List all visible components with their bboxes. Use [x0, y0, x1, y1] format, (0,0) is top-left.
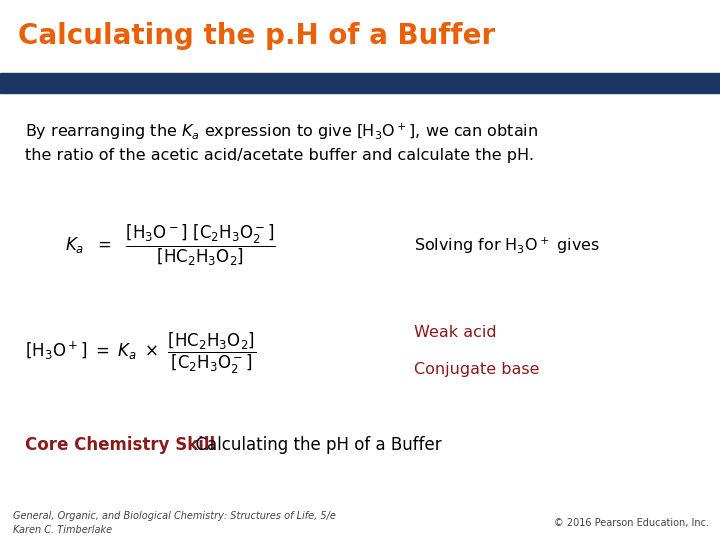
Text: $[\mathrm{H_3O^+}]\ =\ K_a\ \times\ \dfrac{[\mathrm{HC_2H_3O_2}]}{[\mathrm{C_2H_: $[\mathrm{H_3O^+}]\ =\ K_a\ \times\ \dfr… [25, 331, 256, 376]
Text: Calculating the p.H of a Buffer: Calculating the p.H of a Buffer [18, 23, 495, 50]
Text: Conjugate base: Conjugate base [414, 362, 539, 377]
Text: Core Chemistry Skill: Core Chemistry Skill [25, 436, 215, 455]
Text: © 2016 Pearson Education, Inc.: © 2016 Pearson Education, Inc. [554, 518, 709, 528]
Text: $K_a\ \ =\ \ \dfrac{[\mathrm{H_3O^-}]\ [\mathrm{C_2H_3O_2^-}]}{[\mathrm{HC_2H_3O: $K_a\ \ =\ \ \dfrac{[\mathrm{H_3O^-}]\ [… [65, 223, 276, 268]
Text: By rearranging the $K_a$ expression to give [H$_3$O$^+$], we can obtain
the rati: By rearranging the $K_a$ expression to g… [25, 122, 539, 164]
Text: General, Organic, and Biological Chemistry: Structures of Life, 5/e
Karen C. Tim: General, Organic, and Biological Chemist… [13, 511, 336, 535]
Text: Solving for H$_3$O$^+$ gives: Solving for H$_3$O$^+$ gives [414, 235, 600, 256]
Text: Calculating the pH of a Buffer: Calculating the pH of a Buffer [185, 436, 441, 455]
Bar [0, 73, 720, 93]
Text: Weak acid: Weak acid [414, 325, 497, 340]
